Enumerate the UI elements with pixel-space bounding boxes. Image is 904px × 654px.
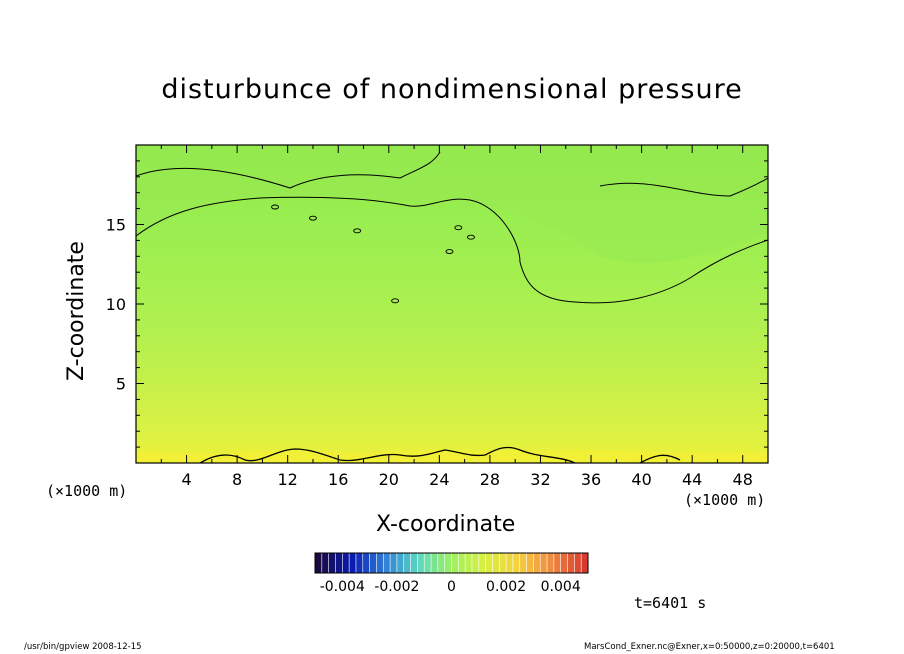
colorbar-cell (355, 553, 363, 573)
x-tick-label: 48 (733, 470, 753, 489)
colorbar-cell (465, 553, 472, 573)
x-tick-label: 16 (328, 470, 348, 489)
colorbar-cell (574, 553, 582, 573)
contour-upper-band (136, 196, 768, 304)
x-tick-label: 4 (181, 470, 191, 489)
x-tick-label: 36 (581, 470, 601, 489)
contour-upper-right (599, 177, 768, 197)
colorbar-cell (424, 553, 432, 573)
x-tick-label: 28 (480, 470, 500, 489)
colorbar-cell (335, 553, 343, 573)
colorbar-cell (342, 553, 350, 573)
colorbar-cell (547, 553, 554, 573)
colorbar-cell (519, 553, 527, 573)
contour-blip (353, 228, 362, 234)
colorbar-cell (553, 553, 561, 573)
colorbar-cell (390, 553, 397, 573)
colorbar: -0.004 -0.002 0 0.002 0.004 (314, 552, 589, 595)
colorbar-cell (560, 553, 568, 573)
x-unit-label-left: (×1000 m) (46, 482, 128, 500)
colorbar-cell (403, 553, 411, 573)
colorbar-frame (314, 552, 589, 574)
y-axis-label: Z-coordinate (64, 241, 89, 381)
colorbar-cell (410, 553, 418, 573)
colorbar-cell (533, 553, 541, 573)
chart-title: disturbunce of nondimensional pressure (161, 74, 743, 105)
colorbar-cell (492, 553, 500, 573)
contour-blip (445, 249, 454, 254)
footer-left: /usr/bin/gpview 2008-12-15 (24, 642, 142, 652)
y-tick-label: 5 (116, 375, 126, 394)
colorbar-cell (328, 553, 336, 573)
contour-upper-left (136, 151, 441, 189)
plot-area (136, 145, 768, 463)
colorbar-cell (315, 553, 322, 573)
contour-blip (467, 234, 475, 240)
colorbar-cell (437, 553, 445, 573)
colorbar-cell (567, 553, 575, 573)
colorbar-cell (362, 553, 370, 573)
colorbar-tick-label: 0 (447, 579, 456, 595)
contour-blip (271, 204, 279, 210)
colorbar-cell (540, 553, 548, 573)
colorbar-tick-label: -0.004 (320, 579, 365, 595)
x-ticks: 4 8 12 16 20 24 28 32 36 40 44 48 (160, 145, 753, 489)
x-unit-label-right: (×1000 m) (684, 491, 766, 509)
x-tick-label: 44 (682, 470, 702, 489)
colorbar-cell (478, 553, 486, 573)
colorbar-cell (431, 553, 438, 573)
colorbar-cell (485, 553, 493, 573)
colorbar-cell (458, 553, 466, 573)
bottom-band (136, 449, 768, 463)
x-axis-label: X-coordinate (376, 512, 516, 537)
colorbar-tick-label: 0.004 (541, 579, 581, 595)
colorbar-cell (349, 553, 356, 573)
upper-region (136, 145, 768, 263)
contour-blip (391, 298, 400, 304)
colorbar-cell (369, 553, 377, 573)
colorbar-tick-label: 0.002 (486, 579, 526, 595)
time-label: t=6401 s (634, 594, 707, 612)
colorbar-cell (396, 553, 404, 573)
colorbar-cell (471, 553, 479, 573)
colorbar-cell (383, 553, 391, 573)
colorbar-cell (506, 553, 513, 573)
y-ticks: 5 10 15 (106, 160, 768, 448)
contour-bottom (199, 446, 681, 463)
y-tick-label: 15 (106, 216, 126, 235)
contour-blip (454, 225, 463, 231)
x-tick-label: 12 (278, 470, 298, 489)
colorbar-cell (526, 553, 534, 573)
x-tick-label: 40 (631, 470, 651, 489)
x-tick-label: 20 (379, 470, 399, 489)
footer-right: MarsCond_Exner.nc@Exner,x=0:50000,z=0:20… (584, 642, 835, 652)
colorbar-cell (444, 553, 452, 573)
x-tick-label: 8 (232, 470, 242, 489)
colorbar-tick-label: -0.002 (374, 579, 419, 595)
colorbar-cell (417, 553, 425, 573)
y-tick-label: 10 (106, 295, 126, 314)
colorbar-cell (499, 553, 507, 573)
x-tick-label: 24 (429, 470, 449, 489)
colorbar-cell (321, 553, 329, 573)
colorbar-cell (376, 553, 384, 573)
contour-blip (309, 215, 317, 221)
colorbar-cell (451, 553, 459, 573)
colorbar-cell (581, 553, 588, 573)
x-tick-label: 32 (530, 470, 550, 489)
colorbar-cell (512, 553, 520, 573)
